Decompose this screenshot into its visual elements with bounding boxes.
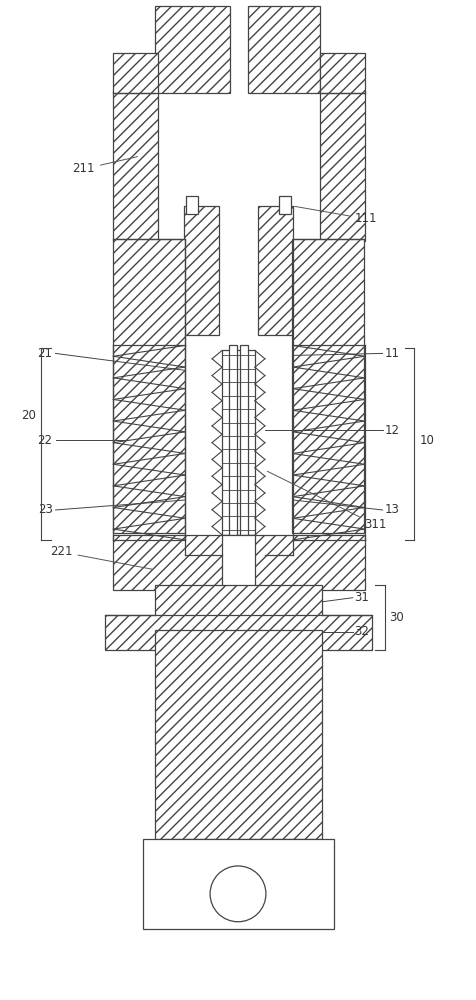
Bar [258,206,292,335]
Bar [155,585,321,630]
Bar [291,239,363,533]
Bar [278,196,290,214]
Bar [143,839,333,929]
Bar [184,206,218,335]
Bar [155,630,321,839]
Text: 11: 11 [384,347,399,360]
Text: 311: 311 [267,471,386,531]
Text: 32: 32 [354,625,369,638]
Text: 13: 13 [384,503,398,516]
Bar [155,6,229,93]
Text: 20: 20 [20,409,36,422]
Text: 10: 10 [418,434,434,447]
Bar [222,535,254,590]
Bar [105,615,371,650]
Bar [113,91,158,241]
Text: 221: 221 [50,545,152,569]
Text: 111: 111 [294,206,377,225]
Text: 21: 21 [38,347,52,360]
Text: 23: 23 [38,503,52,516]
Bar [113,535,364,590]
Circle shape [209,866,265,922]
Bar [186,196,198,214]
Bar [239,345,248,545]
Bar [113,239,185,533]
Bar [228,345,237,545]
Text: 12: 12 [384,424,399,437]
Bar [248,6,319,93]
Bar [222,350,254,535]
Text: 31: 31 [354,591,369,604]
Bar [113,53,158,93]
Text: 22: 22 [38,434,52,447]
Text: 30: 30 [389,611,404,624]
Bar [319,91,364,241]
Bar [319,53,364,93]
Text: 211: 211 [72,157,137,175]
